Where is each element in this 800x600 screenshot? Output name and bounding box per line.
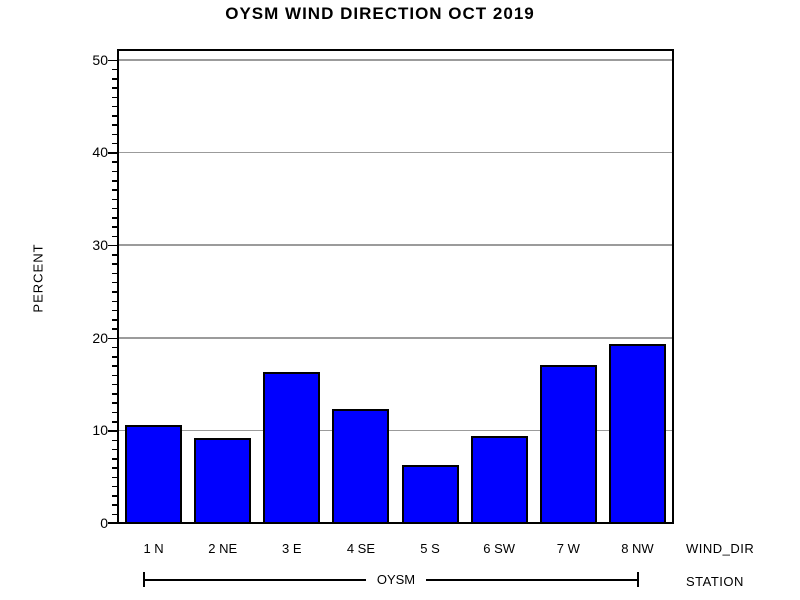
plot-area [117, 49, 674, 524]
minor-tick-y22 [112, 319, 117, 321]
minor-tick-y8 [112, 448, 117, 451]
minor-tick-y44 [112, 115, 117, 117]
minor-tick-y14 [112, 393, 117, 395]
minor-tick-y48 [112, 78, 117, 80]
major-tick-y30 [108, 244, 117, 247]
y-tick-label-0: 0 [100, 515, 108, 531]
minor-tick-y29 [112, 254, 117, 256]
minor-tick-y39 [112, 161, 117, 163]
bar-6-sw [470, 435, 528, 522]
minor-tick-y49 [112, 68, 117, 71]
gridline-10 [119, 429, 672, 432]
x-tick-label-8-nw: 8 NW [621, 541, 654, 556]
minor-tick-y2 [112, 504, 117, 506]
x-tick-label-6-sw: 6 SW [483, 541, 516, 556]
x-tick-label-3-e: 3 E [282, 541, 302, 556]
minor-tick-y47 [112, 87, 117, 89]
minor-tick-y26 [112, 281, 117, 284]
major-tick-y10 [108, 430, 117, 432]
minor-tick-y34 [112, 207, 117, 210]
minor-tick-y15 [112, 383, 117, 386]
group-bracket-line-left [143, 579, 366, 581]
minor-tick-y42 [112, 133, 117, 136]
major-tick-y50 [108, 59, 117, 61]
bar-8-nw [608, 344, 666, 522]
group-bracket-end-right [637, 572, 639, 587]
minor-tick-y9 [112, 439, 117, 442]
x-tick-label-5-s: 5 S [420, 541, 440, 556]
minor-tick-y19 [112, 346, 117, 349]
bar-3-e [263, 371, 321, 522]
group-bracket-line-right [426, 579, 638, 581]
minor-tick-y6 [112, 467, 117, 469]
minor-tick-y1 [112, 513, 117, 516]
minor-tick-y45 [112, 105, 117, 108]
bar-2-ne [194, 437, 252, 522]
y-tick-label-20: 20 [92, 329, 108, 346]
minor-tick-y41 [112, 142, 117, 145]
x-tick-label-7-w: 7 W [556, 541, 580, 556]
minor-tick-y28 [112, 263, 117, 265]
minor-tick-y21 [112, 328, 117, 330]
minor-tick-y43 [112, 124, 117, 126]
group-label: OYSM [376, 572, 416, 587]
gridline-20 [119, 337, 672, 339]
bar-1-n [125, 424, 183, 522]
gridline-40 [119, 151, 672, 154]
minor-tick-y25 [112, 291, 117, 293]
minor-tick-y24 [112, 300, 117, 303]
minor-tick-y31 [112, 235, 117, 238]
chart-title: OYSM WIND DIRECTION OCT 2019 [225, 4, 535, 23]
y-axis-title-text: PERCENT [30, 243, 46, 313]
group-bracket-end-left [143, 572, 145, 587]
minor-tick-y46 [112, 96, 117, 99]
major-tick-y40 [108, 152, 117, 154]
minor-tick-y4 [112, 485, 117, 488]
y-tick-label-30: 30 [92, 236, 108, 253]
minor-tick-y5 [112, 476, 117, 479]
y-tick-label-10: 10 [92, 422, 108, 439]
minor-tick-y23 [112, 309, 117, 312]
minor-tick-y16 [112, 374, 117, 377]
minor-tick-y13 [112, 402, 117, 404]
minor-tick-y7 [112, 458, 117, 460]
minor-tick-y3 [112, 495, 117, 497]
minor-tick-y33 [112, 217, 117, 219]
gridline-50 [119, 59, 672, 61]
minor-tick-y17 [112, 365, 117, 367]
minor-tick-y11 [112, 421, 117, 423]
minor-tick-y18 [112, 356, 117, 358]
minor-tick-y36 [112, 189, 117, 191]
minor-tick-y35 [112, 198, 117, 201]
bar-7-w [539, 365, 597, 522]
y-tick-label-50: 50 [92, 51, 108, 68]
gridline-30 [119, 244, 672, 246]
minor-tick-y37 [112, 180, 117, 182]
x-axis-tag: WIND_DIR [686, 541, 755, 556]
x-tick-label-2-ne: 2 NE [208, 541, 238, 556]
group-axis-tag: STATION [686, 574, 744, 589]
y-tick-label-40: 40 [92, 144, 108, 161]
minor-tick-y12 [112, 411, 117, 414]
major-tick-y0 [108, 522, 117, 524]
x-tick-label-4-se: 4 SE [346, 541, 376, 556]
bar-4-se [332, 408, 390, 522]
x-tick-label-1-n: 1 N [143, 541, 164, 556]
minor-tick-y38 [112, 170, 117, 173]
major-tick-y20 [108, 337, 117, 340]
minor-tick-y32 [112, 226, 117, 228]
bar-5-s [401, 464, 459, 522]
minor-tick-y27 [112, 272, 117, 275]
